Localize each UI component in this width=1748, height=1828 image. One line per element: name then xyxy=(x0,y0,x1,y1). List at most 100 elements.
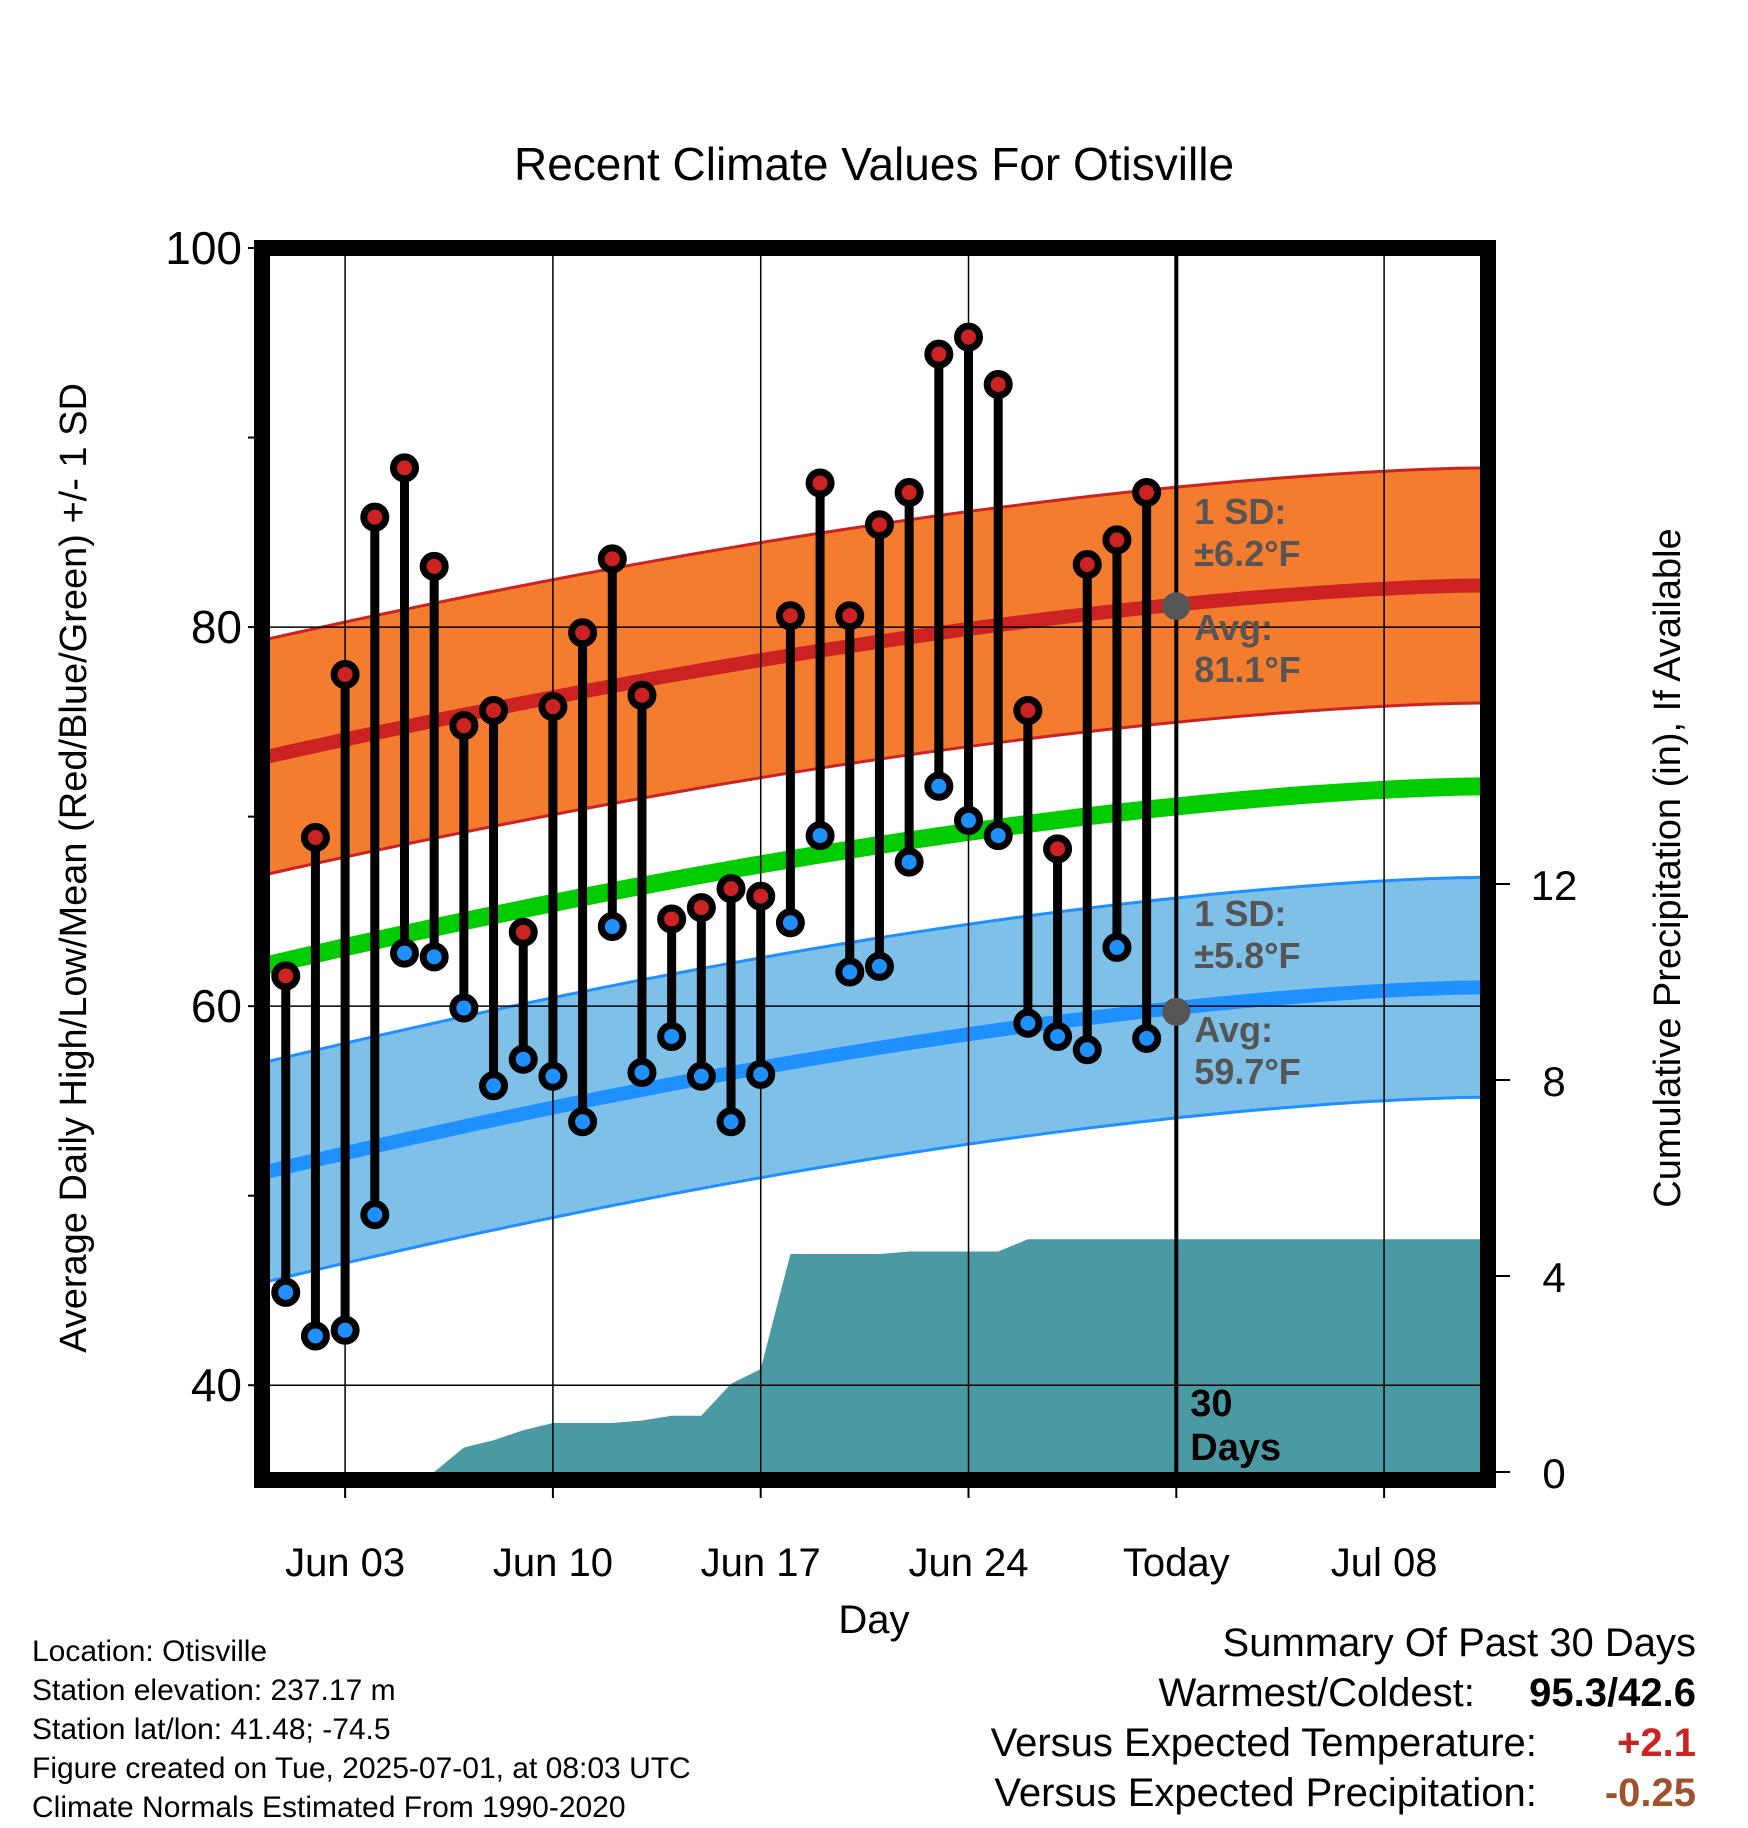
low-point xyxy=(894,847,924,877)
x-tick-label: Today xyxy=(1123,1541,1230,1585)
high-point xyxy=(360,502,390,532)
y2-tick-label: 8 xyxy=(1542,1058,1565,1105)
high-point xyxy=(508,917,538,947)
high-point xyxy=(954,322,984,352)
low-point xyxy=(775,908,805,938)
low-sd-annotation: ±5.8°F xyxy=(1194,935,1300,976)
low-point xyxy=(568,1107,598,1137)
low-point xyxy=(300,1321,330,1351)
normals-text: Climate Normals Estimated From 1990-2020 xyxy=(32,1791,626,1824)
y2-axis-label: Cumulative Precipitation (in), If Availa… xyxy=(1647,528,1689,1207)
low-point xyxy=(419,942,449,972)
low-point xyxy=(805,821,835,851)
low-point xyxy=(1102,932,1132,962)
low-point xyxy=(924,771,954,801)
low-point xyxy=(686,1061,716,1091)
summary-panel: Summary Of Past 30 Days Warmest/Coldest:… xyxy=(991,1618,1696,1818)
high-point xyxy=(1132,478,1162,508)
y-tick-label: 100 xyxy=(165,222,242,274)
summary-warm-cold-row: Warmest/Coldest: 95.3/42.6 xyxy=(991,1668,1697,1718)
summary-temp-row: Versus Expected Temperature: +2.1 xyxy=(991,1718,1696,1768)
warmest-value: 95.3 xyxy=(1529,1671,1608,1715)
precipitation-area xyxy=(262,1239,1488,1472)
high-point xyxy=(389,453,419,483)
high-avg-annotation: Avg: xyxy=(1194,607,1273,648)
low-sd-band-lower-edge xyxy=(261,1095,1489,1285)
high-point xyxy=(300,822,330,852)
low-point xyxy=(746,1059,776,1089)
high-point xyxy=(805,468,835,498)
latlon-text: Station lat/lon: 41.48; -74.5 xyxy=(32,1713,391,1746)
low-point xyxy=(271,1277,301,1307)
warm-cold-value: 95.3/42.6 xyxy=(1516,1668,1696,1718)
high-point xyxy=(924,339,954,369)
high-point xyxy=(330,659,360,689)
x-axis-label: Day xyxy=(838,1598,909,1642)
high-point xyxy=(479,695,509,725)
chart-title: Recent Climate Values For Otisville xyxy=(514,138,1234,190)
temp-label: Versus Expected Temperature: xyxy=(990,1721,1537,1765)
high-point xyxy=(864,510,894,540)
high-point xyxy=(271,961,301,991)
low-point xyxy=(389,938,419,968)
low-point xyxy=(835,957,865,987)
low-point xyxy=(330,1315,360,1345)
high-point xyxy=(1043,834,1073,864)
low-point xyxy=(954,805,984,835)
y2-tick-label: 0 xyxy=(1542,1450,1565,1497)
high-point xyxy=(568,618,598,648)
high-point xyxy=(775,601,805,631)
low-normal-line xyxy=(260,980,1489,1180)
precip-label: Versus Expected Precipitation: xyxy=(994,1771,1537,1815)
high-point xyxy=(1072,550,1102,580)
created-text: Figure created on Tue, 2025-07-01, at 08… xyxy=(32,1752,691,1785)
x-tick-label: Jun 17 xyxy=(701,1541,821,1585)
high-point xyxy=(449,711,479,741)
y-tick-label: 40 xyxy=(191,1359,242,1411)
x-tick-label: Jun 03 xyxy=(285,1541,405,1585)
precip-value: -0.25 xyxy=(1604,1771,1696,1815)
high-point xyxy=(1013,695,1043,725)
low-point xyxy=(360,1200,390,1230)
low-point xyxy=(479,1071,509,1101)
y-tick-label: 80 xyxy=(191,601,242,653)
low-sd-band xyxy=(262,877,1488,1283)
warm-cold-label: Warmest/Coldest: xyxy=(1158,1671,1475,1715)
coldest-value: /42.6 xyxy=(1607,1671,1696,1715)
y2-tick-label: 4 xyxy=(1542,1254,1565,1301)
window-annotation: Days xyxy=(1190,1427,1281,1469)
high-point xyxy=(686,893,716,923)
high-avg-annotation: 81.1°F xyxy=(1194,649,1300,690)
high-point xyxy=(716,874,746,904)
high-point xyxy=(419,551,449,581)
low-point xyxy=(627,1057,657,1087)
low-sd-annotation: 1 SD: xyxy=(1194,893,1286,934)
low-point xyxy=(983,821,1013,851)
high-point xyxy=(657,904,687,934)
temp-value: +2.1 xyxy=(1617,1721,1696,1765)
location-text: Location: Otisville xyxy=(32,1635,268,1668)
low-point xyxy=(864,951,894,981)
high-sd-annotation: ±6.2°F xyxy=(1194,533,1300,574)
plot-frame xyxy=(254,240,1496,1488)
low-point xyxy=(716,1107,746,1137)
low-point xyxy=(597,912,627,942)
high-point xyxy=(835,601,865,631)
today-low-avg-marker xyxy=(1162,997,1191,1026)
x-tick-label: Jun 10 xyxy=(493,1541,613,1585)
y-axis-label: Average Daily High/Low/Mean (Red/Blue/Gr… xyxy=(53,383,95,1353)
x-tick-label: Jul 08 xyxy=(1331,1541,1438,1585)
low-point xyxy=(1132,1023,1162,1053)
high-point xyxy=(597,544,627,574)
summary-precip-row: Versus Expected Precipitation: -0.25 xyxy=(991,1768,1696,1818)
station-info: Location: Otisville Station elevation: 2… xyxy=(32,1632,691,1827)
high-sd-annotation: 1 SD: xyxy=(1194,491,1286,532)
low-point xyxy=(657,1021,687,1051)
high-point xyxy=(894,478,924,508)
low-point xyxy=(1013,1008,1043,1038)
low-avg-annotation: Avg: xyxy=(1194,1009,1273,1050)
low-point xyxy=(1072,1035,1102,1065)
high-point xyxy=(1102,525,1132,555)
low-point xyxy=(449,993,479,1023)
